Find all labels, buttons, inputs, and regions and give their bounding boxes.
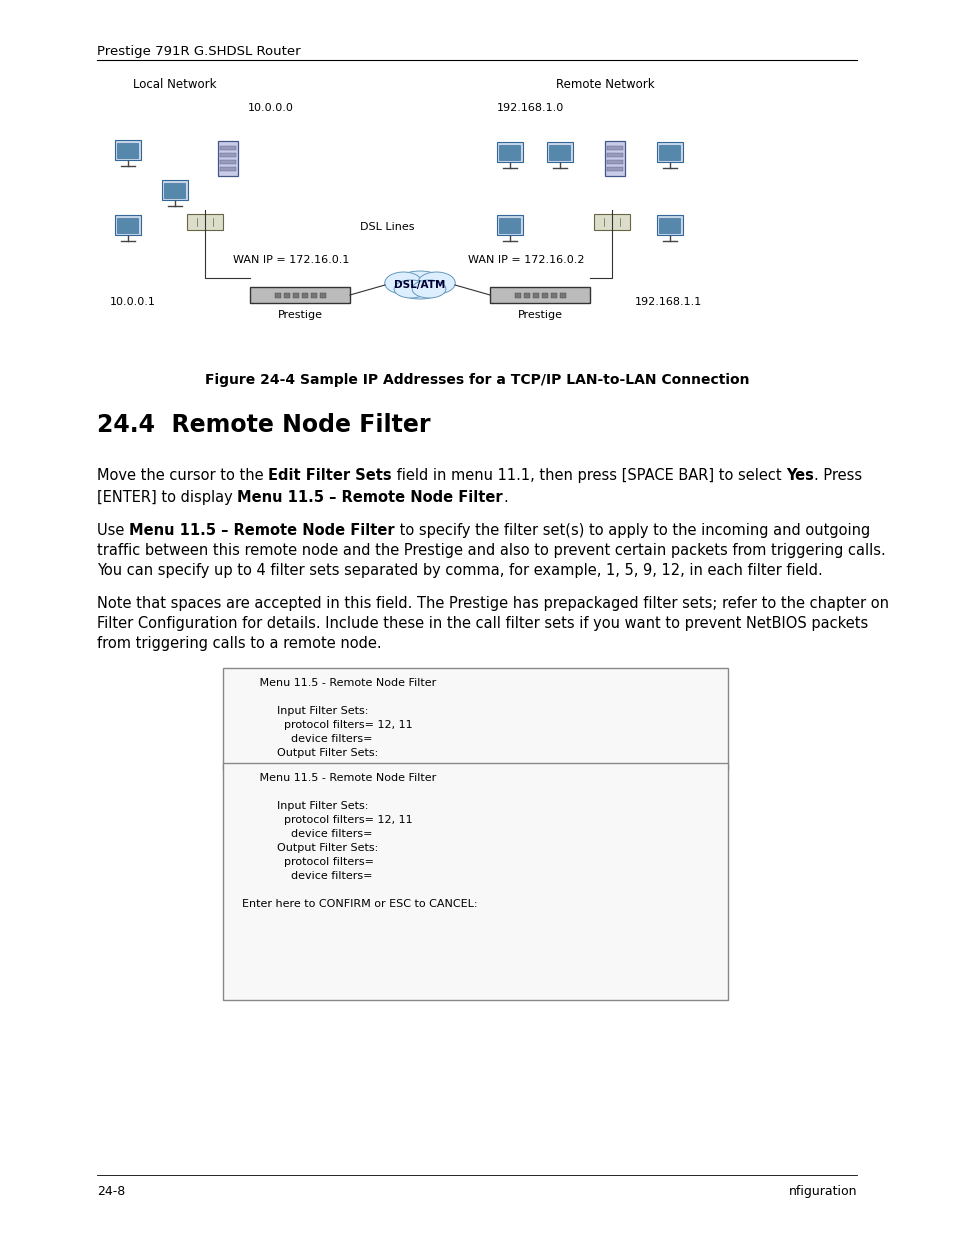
Ellipse shape [394, 280, 428, 298]
FancyBboxPatch shape [490, 287, 589, 303]
Ellipse shape [412, 280, 445, 298]
Text: . Press: . Press [813, 468, 862, 483]
FancyBboxPatch shape [606, 152, 622, 157]
FancyBboxPatch shape [606, 146, 622, 149]
Text: WAN IP = 172.16.0.2: WAN IP = 172.16.0.2 [468, 254, 584, 266]
FancyBboxPatch shape [533, 293, 538, 298]
Text: Note that spaces are accepted in this field. The Prestige has prepackaged filter: Note that spaces are accepted in this fi… [97, 597, 888, 611]
FancyBboxPatch shape [604, 141, 624, 175]
Text: from triggering calls to a remote node.: from triggering calls to a remote node. [97, 636, 381, 651]
Text: Prestige: Prestige [277, 310, 322, 320]
Text: Menu 11.5 - Remote Node Filter: Menu 11.5 - Remote Node Filter [228, 678, 436, 688]
Text: 24-8: 24-8 [97, 1186, 125, 1198]
Text: Enter here to CONFIRM or ESC to CANCEL:: Enter here to CONFIRM or ESC to CANCEL: [228, 899, 477, 909]
FancyBboxPatch shape [549, 144, 570, 159]
Text: Menu 11.5 - Remote Node Filter: Menu 11.5 - Remote Node Filter [228, 773, 436, 783]
Text: WAN IP = 172.16.0.1: WAN IP = 172.16.0.1 [233, 254, 349, 266]
FancyBboxPatch shape [606, 159, 622, 163]
FancyBboxPatch shape [220, 167, 235, 170]
FancyBboxPatch shape [187, 214, 223, 230]
Text: Output Filter Sets:: Output Filter Sets: [228, 748, 377, 758]
Text: 192.168.1.0: 192.168.1.0 [497, 103, 563, 112]
Text: Output Filter Sets:: Output Filter Sets: [228, 844, 377, 853]
FancyBboxPatch shape [497, 142, 522, 162]
Text: Remote Network: Remote Network [555, 78, 654, 91]
Text: Filter Configuration for details. Include these in the call filter sets if you w: Filter Configuration for details. Includ… [97, 616, 867, 631]
FancyBboxPatch shape [250, 287, 350, 303]
Text: protocol filters= 12, 11: protocol filters= 12, 11 [228, 720, 413, 730]
Text: Menu 11.5 – Remote Node Filter: Menu 11.5 – Remote Node Filter [237, 490, 502, 505]
FancyBboxPatch shape [115, 215, 141, 235]
Text: 10.0.0.0: 10.0.0.0 [248, 103, 294, 112]
Text: 24.4  Remote Node Filter: 24.4 Remote Node Filter [97, 412, 430, 437]
Text: Prestige 791R G.SHDSL Router: Prestige 791R G.SHDSL Router [97, 44, 300, 58]
Text: DSL/ATM: DSL/ATM [394, 280, 445, 290]
FancyBboxPatch shape [117, 217, 138, 232]
FancyBboxPatch shape [551, 293, 557, 298]
FancyBboxPatch shape [657, 142, 682, 162]
Text: device filters=: device filters= [228, 734, 372, 743]
Text: 192.168.1.1: 192.168.1.1 [635, 296, 701, 308]
FancyBboxPatch shape [319, 293, 326, 298]
FancyBboxPatch shape [541, 293, 547, 298]
Text: [ENTER] to display: [ENTER] to display [97, 490, 237, 505]
Text: device filters=: device filters= [228, 829, 372, 839]
FancyBboxPatch shape [594, 214, 629, 230]
Text: nfiguration: nfiguration [788, 1186, 856, 1198]
Text: Input Filter Sets:: Input Filter Sets: [228, 802, 368, 811]
FancyBboxPatch shape [117, 142, 138, 158]
Text: protocol filters=: protocol filters= [228, 857, 374, 867]
FancyBboxPatch shape [499, 217, 520, 232]
FancyBboxPatch shape [659, 217, 679, 232]
FancyBboxPatch shape [311, 293, 316, 298]
FancyBboxPatch shape [223, 763, 727, 1000]
FancyBboxPatch shape [115, 140, 141, 161]
FancyBboxPatch shape [302, 293, 308, 298]
Text: Local Network: Local Network [133, 78, 216, 91]
FancyBboxPatch shape [657, 215, 682, 235]
Text: Move the cursor to the: Move the cursor to the [97, 468, 268, 483]
FancyBboxPatch shape [499, 144, 520, 159]
Ellipse shape [417, 272, 455, 294]
FancyBboxPatch shape [546, 142, 573, 162]
Text: Input Filter Sets:: Input Filter Sets: [228, 706, 368, 716]
FancyBboxPatch shape [274, 293, 281, 298]
Text: .: . [502, 490, 507, 505]
FancyBboxPatch shape [284, 293, 290, 298]
Text: protocol filters= 12, 11: protocol filters= 12, 11 [228, 815, 413, 825]
Text: field in menu 11.1, then press [SPACE BAR] to select: field in menu 11.1, then press [SPACE BA… [392, 468, 785, 483]
FancyBboxPatch shape [220, 146, 235, 149]
Text: Prestige: Prestige [517, 310, 562, 320]
Text: Menu 11.5 – Remote Node Filter: Menu 11.5 – Remote Node Filter [129, 522, 395, 538]
FancyBboxPatch shape [559, 293, 565, 298]
FancyBboxPatch shape [606, 167, 622, 170]
FancyBboxPatch shape [293, 293, 298, 298]
Text: Use: Use [97, 522, 129, 538]
FancyBboxPatch shape [220, 159, 235, 163]
FancyBboxPatch shape [523, 293, 530, 298]
Text: 10.0.0.1: 10.0.0.1 [110, 296, 155, 308]
Text: traffic between this remote node and the Prestige and also to prevent certain pa: traffic between this remote node and the… [97, 543, 884, 558]
Text: Yes: Yes [785, 468, 813, 483]
Ellipse shape [384, 272, 422, 294]
Text: DSL Lines: DSL Lines [359, 222, 414, 232]
Ellipse shape [394, 270, 446, 299]
Text: You can specify up to 4 filter sets separated by comma, for example, 1, 5, 9, 12: You can specify up to 4 filter sets sepa… [97, 563, 821, 578]
FancyBboxPatch shape [659, 144, 679, 159]
FancyBboxPatch shape [218, 141, 237, 175]
Text: Figure 24-4 Sample IP Addresses for a TCP/IP LAN-to-LAN Connection: Figure 24-4 Sample IP Addresses for a TC… [205, 373, 748, 387]
FancyBboxPatch shape [220, 152, 235, 157]
FancyBboxPatch shape [164, 183, 185, 198]
FancyBboxPatch shape [515, 293, 520, 298]
FancyBboxPatch shape [223, 668, 727, 769]
FancyBboxPatch shape [162, 180, 188, 200]
Text: device filters=: device filters= [228, 871, 372, 881]
Text: to specify the filter set(s) to apply to the incoming and outgoing: to specify the filter set(s) to apply to… [395, 522, 869, 538]
Text: Edit Filter Sets: Edit Filter Sets [268, 468, 392, 483]
FancyBboxPatch shape [497, 215, 522, 235]
